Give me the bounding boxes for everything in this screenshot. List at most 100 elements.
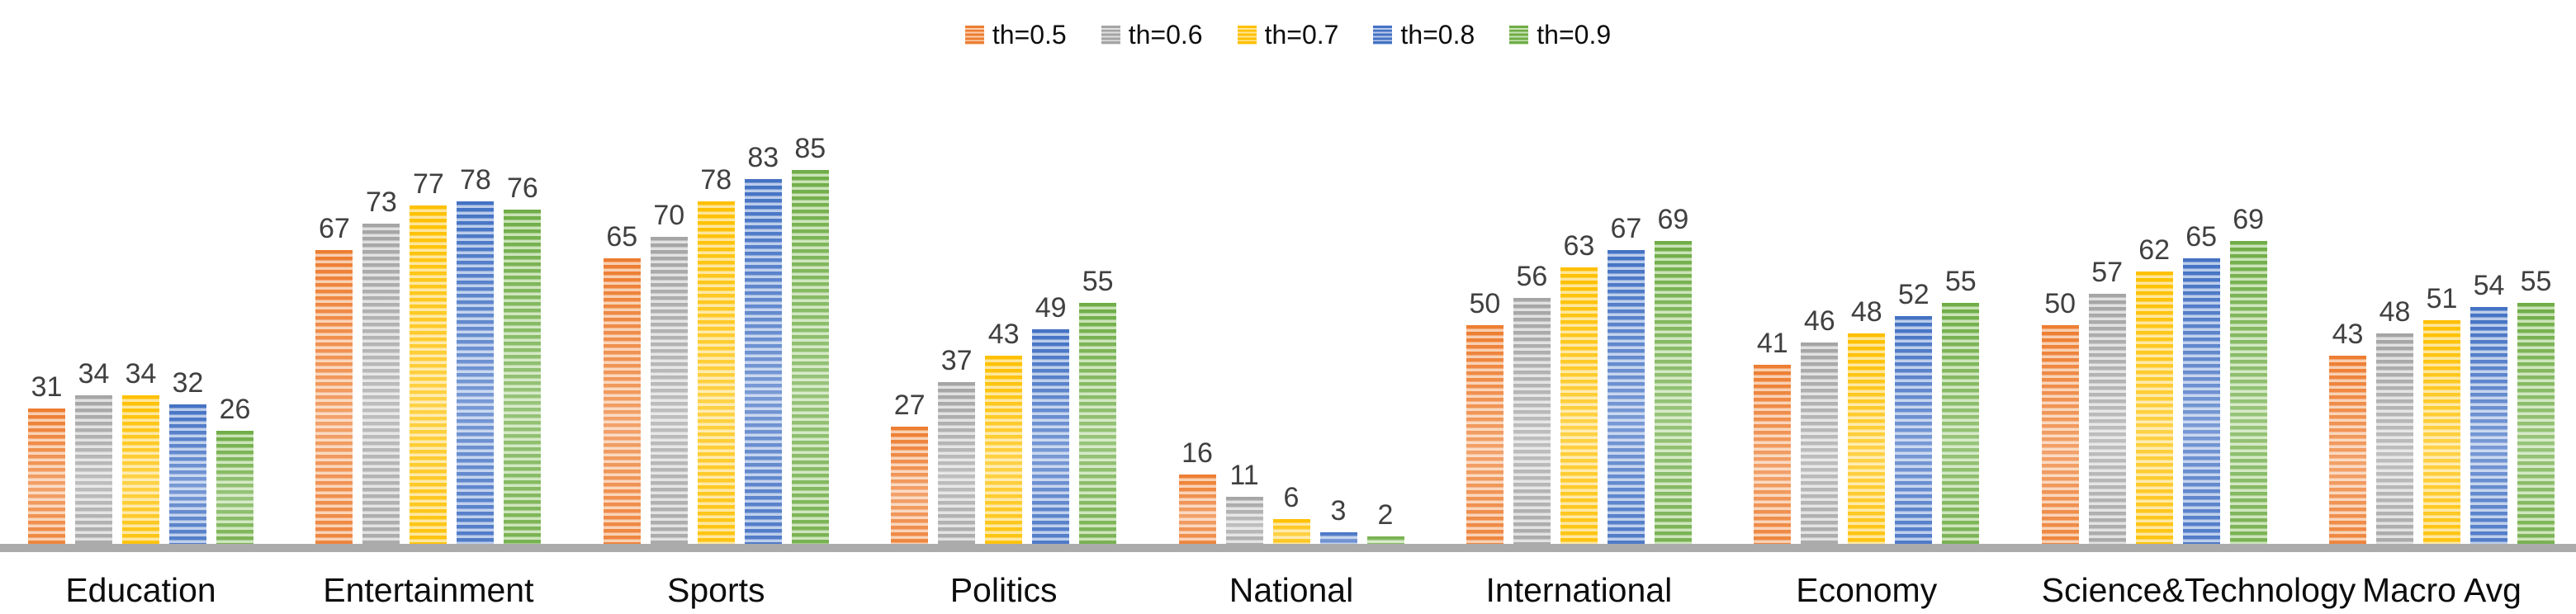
category-label: Politics	[949, 571, 1058, 609]
bar-group-Science&Technology: 50 57 62 65 69	[2041, 203, 2267, 546]
bar-cell: 55	[2517, 267, 2555, 546]
bar-th=0.5	[2041, 324, 2079, 546]
bar-th=0.8	[1319, 532, 1357, 546]
legend-swatch-icon	[1373, 26, 1393, 45]
value-label: 46	[1803, 305, 1835, 337]
bar-cell: 78	[697, 163, 735, 546]
bar-cell: 34	[122, 360, 159, 546]
category-label: Economy	[1796, 571, 1938, 609]
value-label: 55	[1082, 265, 1114, 297]
bar-th=0.5	[891, 426, 929, 546]
bar-cell: 83	[744, 144, 782, 546]
legend-swatch-icon	[1509, 26, 1529, 45]
value-label: 49	[1035, 291, 1067, 324]
bar-group-Macro Avg: 43 48 51 54 55	[2329, 267, 2555, 546]
value-label: 63	[1563, 230, 1595, 262]
bar-th=0.6	[1225, 497, 1263, 546]
category-label: Education	[65, 571, 216, 609]
legend-item-th=0.7: th=0.7	[1237, 20, 1339, 50]
legend-label: th=0.9	[1537, 20, 1612, 50]
bar-group-International: 50 56 63 67 69	[1466, 205, 1692, 546]
bar-cell: 46	[1801, 305, 1839, 546]
value-label: 37	[940, 345, 973, 377]
bar-th=0.6	[1801, 342, 1839, 546]
bar-th=0.8	[744, 179, 782, 546]
bar-cell: 50	[2041, 287, 2079, 546]
bar-group-Education: 31 34 34 32 26	[28, 360, 253, 546]
bar-cell: 56	[1513, 262, 1551, 546]
bar-th=0.9	[1079, 302, 1117, 546]
bar-cell: 55	[1942, 265, 1980, 546]
bar-cell: 54	[2470, 272, 2507, 546]
value-label: 3	[1330, 495, 1347, 527]
bar-th=0.6	[2376, 333, 2413, 546]
value-label: 54	[2473, 270, 2505, 302]
bar-th=0.9	[791, 170, 829, 546]
bar-cell: 43	[2329, 320, 2366, 546]
value-label: 55	[1944, 265, 1977, 297]
bar-cell: 63	[1560, 232, 1598, 546]
bar-th=0.6	[1513, 298, 1551, 546]
value-label: 43	[987, 319, 1020, 350]
legend-item-th=0.5: th=0.5	[964, 20, 1067, 50]
bar-th=0.5	[1466, 324, 1503, 546]
category-label: National	[1229, 571, 1354, 609]
legend: th=0.5 th=0.6 th=0.7 th=0.8 th=0.9	[0, 20, 2576, 50]
bar-th=0.9	[2517, 302, 2555, 546]
bar-th=0.8	[1895, 315, 1933, 546]
value-label: 32	[172, 366, 204, 399]
bar-cell: 77	[410, 170, 447, 546]
value-label: 41	[1756, 327, 1788, 359]
value-label: 55	[2520, 265, 2552, 297]
bar-th=0.7	[2423, 320, 2460, 546]
bar-cell: 37	[938, 345, 976, 546]
value-label: 69	[2233, 203, 2265, 235]
bar-cell: 62	[2135, 236, 2173, 546]
category-label: Macro Avg	[2362, 571, 2522, 609]
value-label: 78	[459, 163, 491, 196]
bar-th=0.7	[2135, 272, 2173, 546]
bar-cell: 67	[1607, 215, 1645, 546]
value-label: 48	[1850, 296, 1882, 328]
bar-th=0.9	[1942, 302, 1980, 546]
value-label: 16	[1181, 437, 1213, 470]
bar-th=0.5	[603, 258, 641, 546]
bar-th=0.8	[1032, 328, 1070, 546]
value-label: 78	[700, 163, 732, 196]
bar-cell: 76	[504, 172, 542, 546]
value-label: 34	[125, 358, 157, 390]
value-label: 50	[2044, 287, 2076, 319]
bar-th=0.5	[1178, 475, 1216, 546]
value-label: 73	[365, 186, 397, 218]
bar-th=0.8	[169, 404, 206, 546]
value-label: 52	[1897, 278, 1930, 310]
value-label: 76	[506, 172, 538, 205]
bar-th=0.7	[697, 201, 735, 546]
legend-item-th=0.9: th=0.9	[1509, 20, 1611, 50]
bar-cell: 65	[603, 223, 641, 546]
bar-th=0.9	[216, 430, 253, 546]
value-label: 27	[893, 389, 926, 421]
bar-cell: 70	[650, 201, 688, 546]
category-label: Science&Technology	[2041, 571, 2356, 609]
bar-th=0.7	[1560, 267, 1598, 546]
bar-cell: 3	[1319, 495, 1357, 546]
bar-cell: 85	[791, 135, 829, 546]
bar-th=0.8	[2182, 258, 2220, 546]
bar-th=0.8	[2470, 307, 2507, 546]
bar-cell: 34	[75, 360, 112, 546]
bar-cell: 41	[1754, 327, 1792, 546]
bar-cell: 26	[216, 395, 253, 546]
bar-th=0.6	[362, 223, 400, 546]
legend-swatch-icon	[964, 26, 984, 45]
bar-group-Politics: 27 37 43 49 55	[891, 265, 1117, 546]
bar-cell: 11	[1225, 461, 1263, 546]
category-label: Entertainment	[323, 571, 534, 609]
bar-cell: 65	[2182, 223, 2220, 546]
bar-th=0.5	[1754, 364, 1792, 546]
value-label: 48	[2379, 296, 2411, 328]
bar-cell: 2	[1366, 501, 1404, 546]
bar-th=0.7	[410, 205, 447, 546]
legend-label: th=0.7	[1264, 20, 1339, 50]
bar-th=0.7	[985, 356, 1023, 546]
